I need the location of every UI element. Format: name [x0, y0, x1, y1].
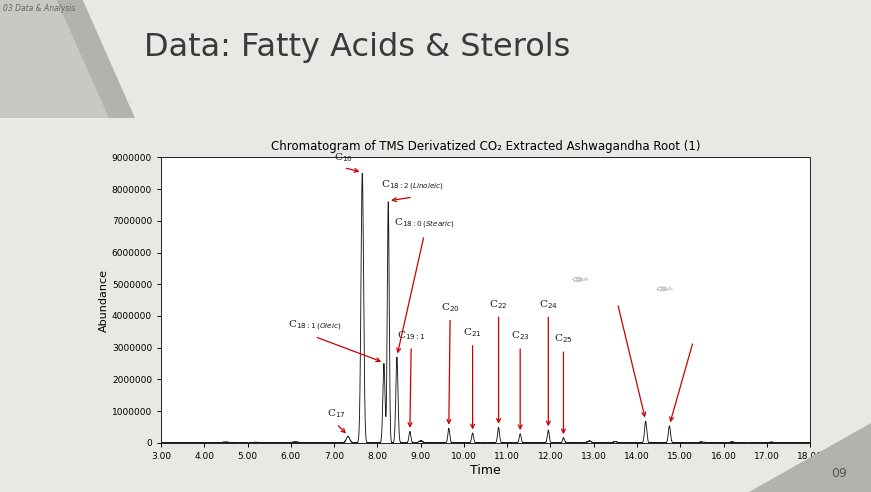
Polygon shape: [0, 0, 109, 118]
Text: C$_{18:2\,(Linoleic)}$: C$_{18:2\,(Linoleic)}$: [381, 179, 444, 193]
Text: C$_{21}$: C$_{21}$: [463, 326, 482, 339]
Text: Data: Fatty Acids & Sterols: Data: Fatty Acids & Sterols: [144, 31, 571, 63]
Text: C$_{23}$: C$_{23}$: [510, 330, 530, 342]
Text: C$_{20}$: C$_{20}$: [441, 301, 460, 314]
Text: C$_{18:1\,(Oleic)}$: C$_{18:1\,(Oleic)}$: [288, 318, 341, 333]
Text: C$_{25}$: C$_{25}$: [554, 333, 573, 345]
Polygon shape: [749, 423, 871, 492]
Text: C$_{16}$: C$_{16}$: [334, 151, 353, 164]
Title: Chromatogram of TMS Derivatized CO₂ Extracted Ashwagandha Root (1): Chromatogram of TMS Derivatized CO₂ Extr…: [271, 141, 700, 154]
Polygon shape: [0, 0, 135, 118]
Text: C$_{17}$: C$_{17}$: [327, 407, 346, 420]
Text: 03 Data & Analysis: 03 Data & Analysis: [3, 3, 76, 12]
Text: C$_{19:1}$: C$_{19:1}$: [397, 330, 425, 342]
Text: 09: 09: [831, 467, 847, 480]
Y-axis label: Abundance: Abundance: [99, 269, 109, 332]
Text: C$_{22}$: C$_{22}$: [490, 298, 508, 310]
Text: C$_{24}$: C$_{24}$: [539, 298, 557, 310]
X-axis label: Time: Time: [470, 463, 501, 477]
Text: C$_{18:0\,(Stearic)}$: C$_{18:0\,(Stearic)}$: [394, 217, 455, 231]
